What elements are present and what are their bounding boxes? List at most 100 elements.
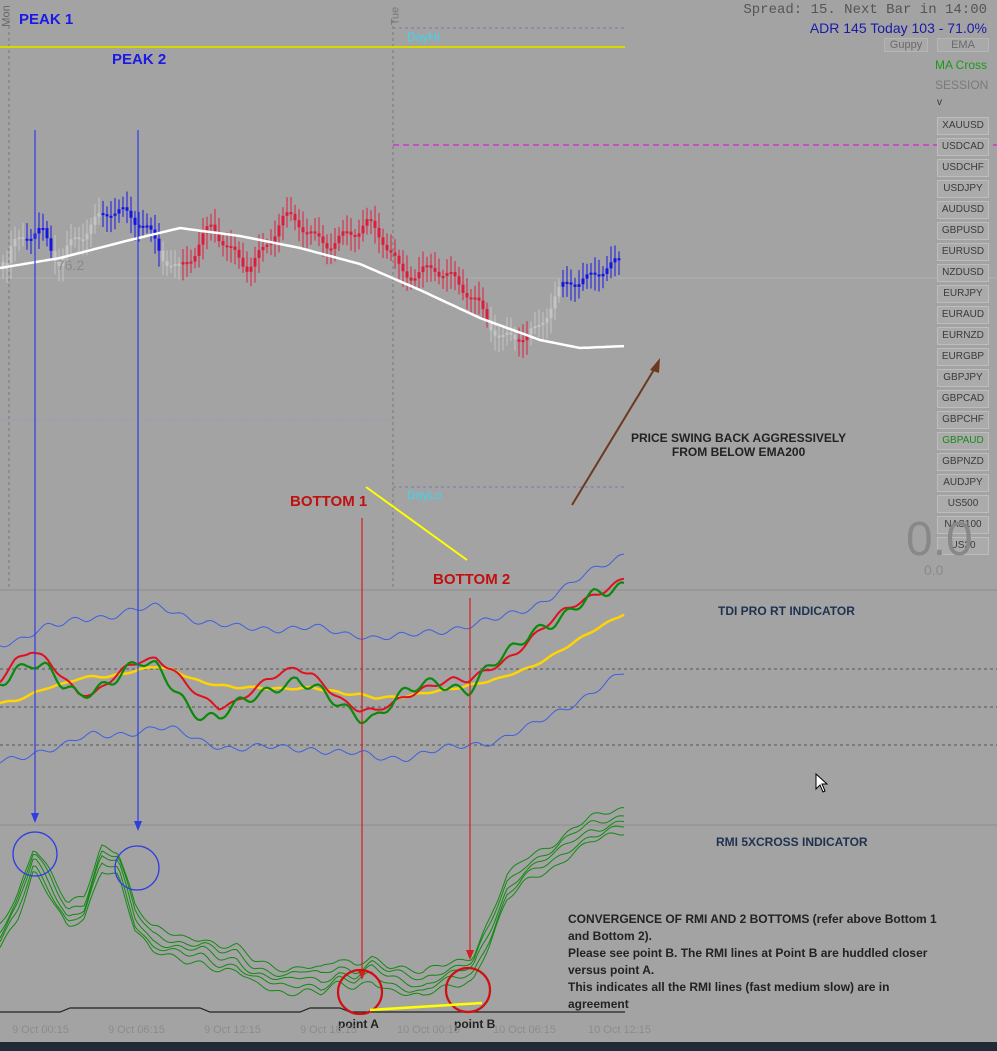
candle-body [69,239,73,246]
symbol-gbpnzd[interactable]: GBPNZD [937,453,989,471]
candle-body [609,262,613,269]
tdi-upper-band [0,553,625,648]
symbol-gbpcad[interactable]: GBPCAD [937,390,989,408]
candle-body [13,238,17,247]
symbol-usdcad[interactable]: USDCAD [937,138,989,156]
peak2-label: PEAK 2 [112,51,167,68]
candle-body [341,231,345,236]
symbol-eurgbp[interactable]: EURGBP [937,348,989,366]
conv-line-3: Please see point B. The RMI lines at Poi… [568,946,928,960]
candle-body [273,236,277,243]
ema-button[interactable]: EMA [937,38,989,52]
candle-body [433,268,437,272]
candle-body [617,258,621,261]
candle-body [281,215,285,226]
candle-body [65,245,69,256]
peak1-circle [12,831,58,877]
candle-body [113,213,117,216]
symbol-us30[interactable]: US30 [937,537,989,555]
candle-body [49,238,53,251]
candle-body [201,233,205,245]
session-button[interactable]: SESSION [935,78,989,92]
candle-body [513,334,517,340]
candle-body [169,265,173,268]
symbol-nzdusd[interactable]: NZDUSD [937,264,989,282]
candle-body [541,322,545,325]
candle-body [405,271,409,278]
symbol-gbpchf[interactable]: GBPCHF [937,411,989,429]
symbol-euraud[interactable]: EURAUD [937,306,989,324]
candle-body [249,266,253,272]
x-axis-label: 9 Oct 18:15 [300,1024,357,1036]
rmi-line [0,825,625,993]
symbol-audusd[interactable]: AUDUSD [937,201,989,219]
price-swing-arrow [571,358,660,506]
symbol-gbpaud[interactable]: GBPAUD [937,432,989,450]
symbol-eurusd[interactable]: EURUSD [937,243,989,261]
candle-body [385,244,389,251]
candle-body [413,278,417,281]
small-number: 0.0 [924,562,944,578]
candle-body [373,220,377,228]
guppy-button[interactable]: Guppy [884,38,928,52]
candle-body [133,217,137,225]
candle-body [597,274,601,277]
x-axis-label: 9 Oct 00:15 [12,1024,69,1036]
candle-body [589,272,593,275]
candle-body [457,276,461,285]
candle-body [237,249,241,258]
candle-body [613,258,617,263]
candle-body [461,284,465,293]
x-axis-label: 10 Oct 12:15 [588,1024,651,1036]
x-axis-label: 9 Oct 06:15 [108,1024,165,1036]
peak2-arrow [134,130,142,831]
candle-body [525,334,529,341]
candle-body [577,284,581,287]
tdi-title: TDI PRO RT INDICATOR [718,604,855,618]
candle-body [401,263,405,272]
candle-body [469,297,473,300]
candle-body [333,243,337,249]
candle-body [561,281,565,287]
symbol-nas100[interactable]: NAS100 [937,516,989,534]
candle-body [229,246,233,249]
symbol-eurnzd[interactable]: EURNZD [937,327,989,345]
candle-body [329,248,333,251]
candle-body [289,212,293,215]
day-label-tue: Tue [389,6,402,26]
candle-body [509,332,513,335]
candle-body [481,300,485,310]
candle-body [197,244,201,256]
x-axis-label: 10 Oct 00:15 [397,1024,460,1036]
price-note: PRICE SWING BACK AGGRESSIVELY FROM BELOW… [631,431,846,459]
daylo-label: DayLo [407,488,442,502]
symbol-audjpy[interactable]: AUDJPY [937,474,989,492]
ma-cross-button[interactable]: MA Cross [935,58,988,72]
symbol-xauusd[interactable]: XAUUSD [937,117,989,135]
candle-body [221,241,225,246]
candle-body [521,340,525,343]
rmi-title: RMI 5XCROSS INDICATOR [716,835,868,849]
tdi-lines [0,553,625,764]
candle-body [493,330,497,336]
candle-body [149,225,153,230]
candle-body [361,225,365,234]
tdi-red-line [0,577,625,713]
candle-body [105,214,109,217]
symbol-gbpjpy[interactable]: GBPJPY [937,369,989,387]
candle-body [141,225,145,228]
candle-body [89,224,93,234]
symbol-us500[interactable]: US500 [937,495,989,513]
candle-body [593,272,597,275]
candle-body [485,309,489,321]
conv-line-4: versus point A. [568,963,655,977]
chevron-down-icon[interactable]: v [937,97,942,108]
symbol-usdchf[interactable]: USDCHF [937,159,989,177]
symbol-gbpusd[interactable]: GBPUSD [937,222,989,240]
candle-body [97,213,101,217]
candle-body [81,239,85,242]
symbol-usdjpy[interactable]: USDJPY [937,180,989,198]
symbol-eurjpy[interactable]: EURJPY [937,285,989,303]
peak1-arrow [31,130,39,823]
